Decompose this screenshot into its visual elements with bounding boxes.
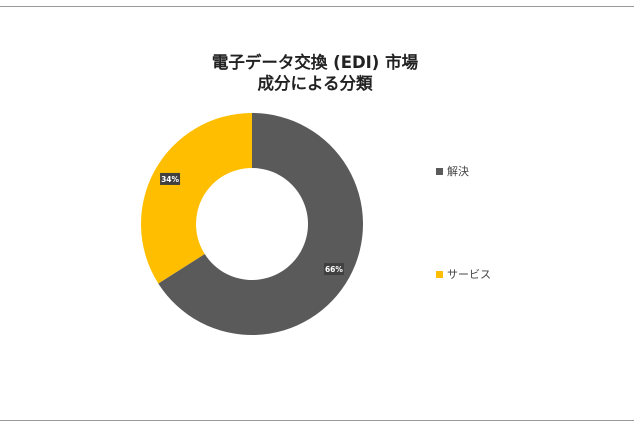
chart-legend: 解決 (436, 163, 469, 179)
data-label-text-service: 34% (161, 175, 179, 184)
legend-item-solution: 解決 (436, 163, 469, 179)
legend-item-service: サービス (436, 266, 491, 282)
legend-swatch-solution (436, 167, 443, 175)
data-label-solution: 66% (323, 263, 344, 276)
data-label-bg-solution (323, 263, 344, 276)
data-label-bg-service (160, 172, 181, 185)
donut-slice-service (141, 113, 252, 284)
chart-legend-2: サービス (436, 266, 491, 282)
legend-swatch-service (436, 270, 443, 278)
bottom-rule (0, 420, 634, 421)
legend-label-service: サービス (447, 268, 491, 281)
data-label-text-solution: 66% (325, 265, 343, 274)
chart-title-line-2: 成分による分類 (257, 74, 373, 93)
chart-title-line-1: 電子データ交換 (EDI) 市場 (211, 53, 419, 72)
data-label-service: 34% (160, 172, 181, 185)
chart-title: 電子データ交換 (EDI) 市場 成分による分類 (150, 52, 480, 94)
legend-label-solution: 解決 (447, 165, 469, 178)
top-rule (0, 6, 634, 7)
donut-slice-solution (158, 113, 363, 335)
